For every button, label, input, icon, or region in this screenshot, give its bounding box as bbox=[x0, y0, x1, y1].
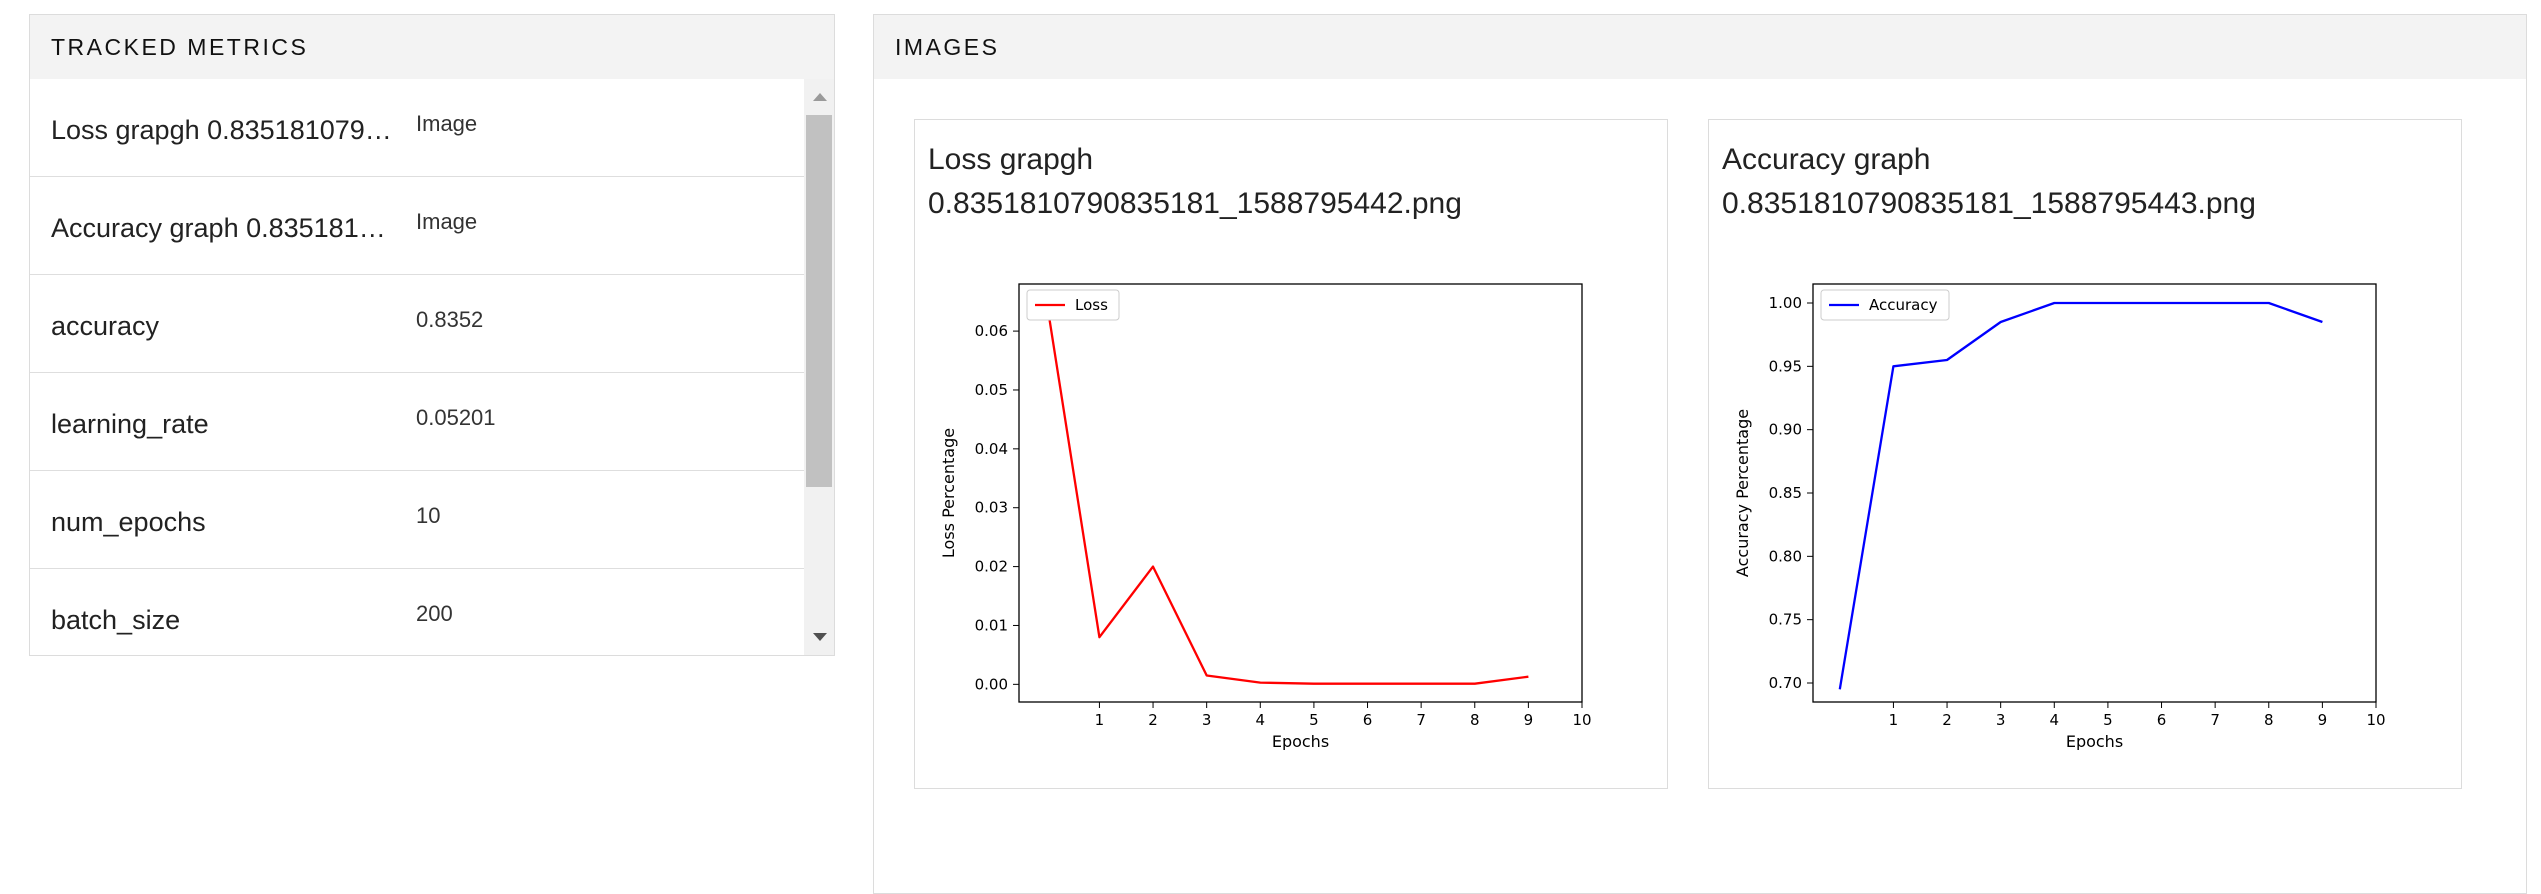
x-tick-label: 1 bbox=[1889, 711, 1899, 729]
legend-box bbox=[1026, 289, 1120, 321]
legend-label: Accuracy bbox=[1869, 296, 1938, 314]
series-line bbox=[1838, 301, 2323, 690]
x-tick-label: 6 bbox=[1363, 711, 1373, 729]
y-axis-label: Loss Percentage bbox=[939, 428, 958, 558]
x-tick-label: 6 bbox=[2157, 711, 2167, 729]
x-tick-label: 1 bbox=[1095, 711, 1105, 729]
image-title-line: Accuracy graph bbox=[1722, 143, 1931, 176]
legend-label: Loss bbox=[1075, 296, 1108, 314]
x-tick-label: 3 bbox=[1996, 711, 2006, 729]
x-tick-label: 3 bbox=[1202, 711, 1212, 729]
metrics-list: Loss grapgh 0.8351810790835181_158879544… bbox=[30, 79, 804, 655]
metric-value: 0.8352 bbox=[416, 307, 484, 332]
metric-value: 200 bbox=[416, 601, 453, 626]
x-tick-label: 10 bbox=[1572, 711, 1591, 729]
loss-chart-svg: 1 2 3 4 5 6 7 8 9 10 0.00 0.01 0.02 0.03 0.04 0.05 0.06 E… bbox=[939, 283, 1592, 750]
series-line bbox=[1044, 295, 1529, 685]
y-tick-label: 0.02 bbox=[975, 558, 1008, 576]
metric-name: num_epochs bbox=[51, 506, 206, 537]
y-tick-label: 0.90 bbox=[1769, 421, 1802, 439]
y-tick-label: 0.75 bbox=[1769, 611, 1802, 629]
images-panel: IMAGES Loss grapgh 0.8351810790835181_15… bbox=[873, 14, 2527, 894]
image-filename: 0.8351810790835181_1588795443.png bbox=[1722, 187, 2256, 220]
loss-chart: 1 2 3 4 5 6 7 8 9 10 0.00 0.01 0.02 0.03 0.04 0.05 0.06 E… bbox=[915, 270, 1667, 750]
tracked-metrics-panel: TRACKED METRICS Loss grapgh 0.8351810790… bbox=[29, 14, 835, 656]
metric-row[interactable]: num_epochs 10 bbox=[30, 471, 804, 569]
metric-name: accuracy bbox=[51, 310, 160, 341]
scroll-down-arrow-icon[interactable] bbox=[813, 633, 827, 641]
metric-value: 0.05201 bbox=[416, 405, 496, 430]
metric-name: batch_size bbox=[51, 604, 181, 635]
legend-box bbox=[1820, 289, 1950, 321]
tracked-metrics-title: TRACKED METRICS bbox=[51, 33, 309, 60]
y-tick-label: 0.03 bbox=[975, 499, 1008, 517]
scroll-up-arrow-icon[interactable] bbox=[813, 93, 827, 101]
tracked-metrics-header: TRACKED METRICS bbox=[30, 15, 834, 79]
x-tick-label: 10 bbox=[2366, 711, 2385, 729]
plot-area bbox=[1018, 283, 1583, 703]
scrollbar-thumb[interactable] bbox=[806, 115, 832, 487]
images-header: IMAGES bbox=[874, 15, 2526, 79]
x-tick-label: 5 bbox=[1309, 711, 1319, 729]
plot-area bbox=[1812, 283, 2377, 703]
images-title: IMAGES bbox=[895, 33, 1000, 60]
y-tick-label: 0.01 bbox=[975, 616, 1008, 634]
accuracy-chart-svg: 1 2 3 4 5 6 7 8 9 10 0.70 0.75 0.80 0.85 0.90 0.95 1.00 E… bbox=[1733, 283, 2386, 750]
metric-name: Accuracy graph 0.8351810790835181_158879… bbox=[51, 212, 396, 243]
image-card-accuracy-graph[interactable]: Accuracy graph 0.8351810790835181_158879… bbox=[1708, 119, 2462, 789]
x-tick-label: 4 bbox=[2050, 711, 2060, 729]
metrics-scrollbar[interactable] bbox=[804, 79, 834, 655]
x-tick-label: 5 bbox=[2103, 711, 2113, 729]
metric-value: 10 bbox=[416, 503, 441, 528]
y-tick-label: 1.00 bbox=[1769, 294, 1802, 312]
image-title-line: Loss grapgh bbox=[928, 143, 1094, 176]
y-tick-label: 0.85 bbox=[1769, 484, 1802, 502]
y-tick-label: 0.70 bbox=[1769, 674, 1802, 692]
x-tick-label: 2 bbox=[1148, 711, 1158, 729]
x-axis-label: Epochs bbox=[2066, 732, 2123, 750]
y-tick-label: 0.05 bbox=[975, 381, 1008, 399]
accuracy-chart: 1 2 3 4 5 6 7 8 9 10 0.70 0.75 0.80 0.85 0.90 0.95 1.00 E… bbox=[1709, 270, 2461, 750]
metric-row[interactable]: batch_size 200 bbox=[30, 569, 804, 655]
metric-name: Loss grapgh 0.8351810790835181_158879544… bbox=[51, 114, 396, 145]
metric-row[interactable]: accuracy 0.8352 bbox=[30, 275, 804, 373]
x-tick-label: 2 bbox=[1942, 711, 1952, 729]
image-card-title: Loss grapgh 0.8351810790835181_158879544… bbox=[928, 138, 1462, 226]
x-tick-label: 4 bbox=[1256, 711, 1266, 729]
y-tick-label: 0.95 bbox=[1769, 357, 1802, 375]
metric-value: Image bbox=[416, 209, 478, 234]
x-tick-label: 7 bbox=[1416, 711, 1426, 729]
metric-name: learning_rate bbox=[51, 408, 209, 439]
x-tick-label: 8 bbox=[1470, 711, 1480, 729]
y-axis-label: Accuracy Percentage bbox=[1733, 409, 1752, 577]
metric-value: Image bbox=[416, 111, 478, 136]
x-tick-label: 8 bbox=[2264, 711, 2274, 729]
image-filename: 0.8351810790835181_1588795442.png bbox=[928, 187, 1462, 220]
x-tick-label: 9 bbox=[1524, 711, 1534, 729]
metric-row[interactable]: learning_rate 0.05201 bbox=[30, 373, 804, 471]
y-tick-label: 0.04 bbox=[975, 440, 1008, 458]
x-tick-label: 7 bbox=[2210, 711, 2220, 729]
y-tick-label: 0.00 bbox=[975, 675, 1008, 693]
image-card-loss-graph[interactable]: Loss grapgh 0.8351810790835181_158879544… bbox=[914, 119, 1668, 789]
image-card-title: Accuracy graph 0.8351810790835181_158879… bbox=[1722, 138, 2256, 226]
x-tick-label: 9 bbox=[2318, 711, 2328, 729]
y-tick-label: 0.06 bbox=[975, 322, 1008, 340]
x-axis-label: Epochs bbox=[1272, 732, 1329, 750]
metric-row[interactable]: Loss grapgh 0.8351810790835181_158879544… bbox=[30, 79, 804, 177]
y-tick-label: 0.80 bbox=[1769, 547, 1802, 565]
metric-row[interactable]: Accuracy graph 0.8351810790835181_158879… bbox=[30, 177, 804, 275]
